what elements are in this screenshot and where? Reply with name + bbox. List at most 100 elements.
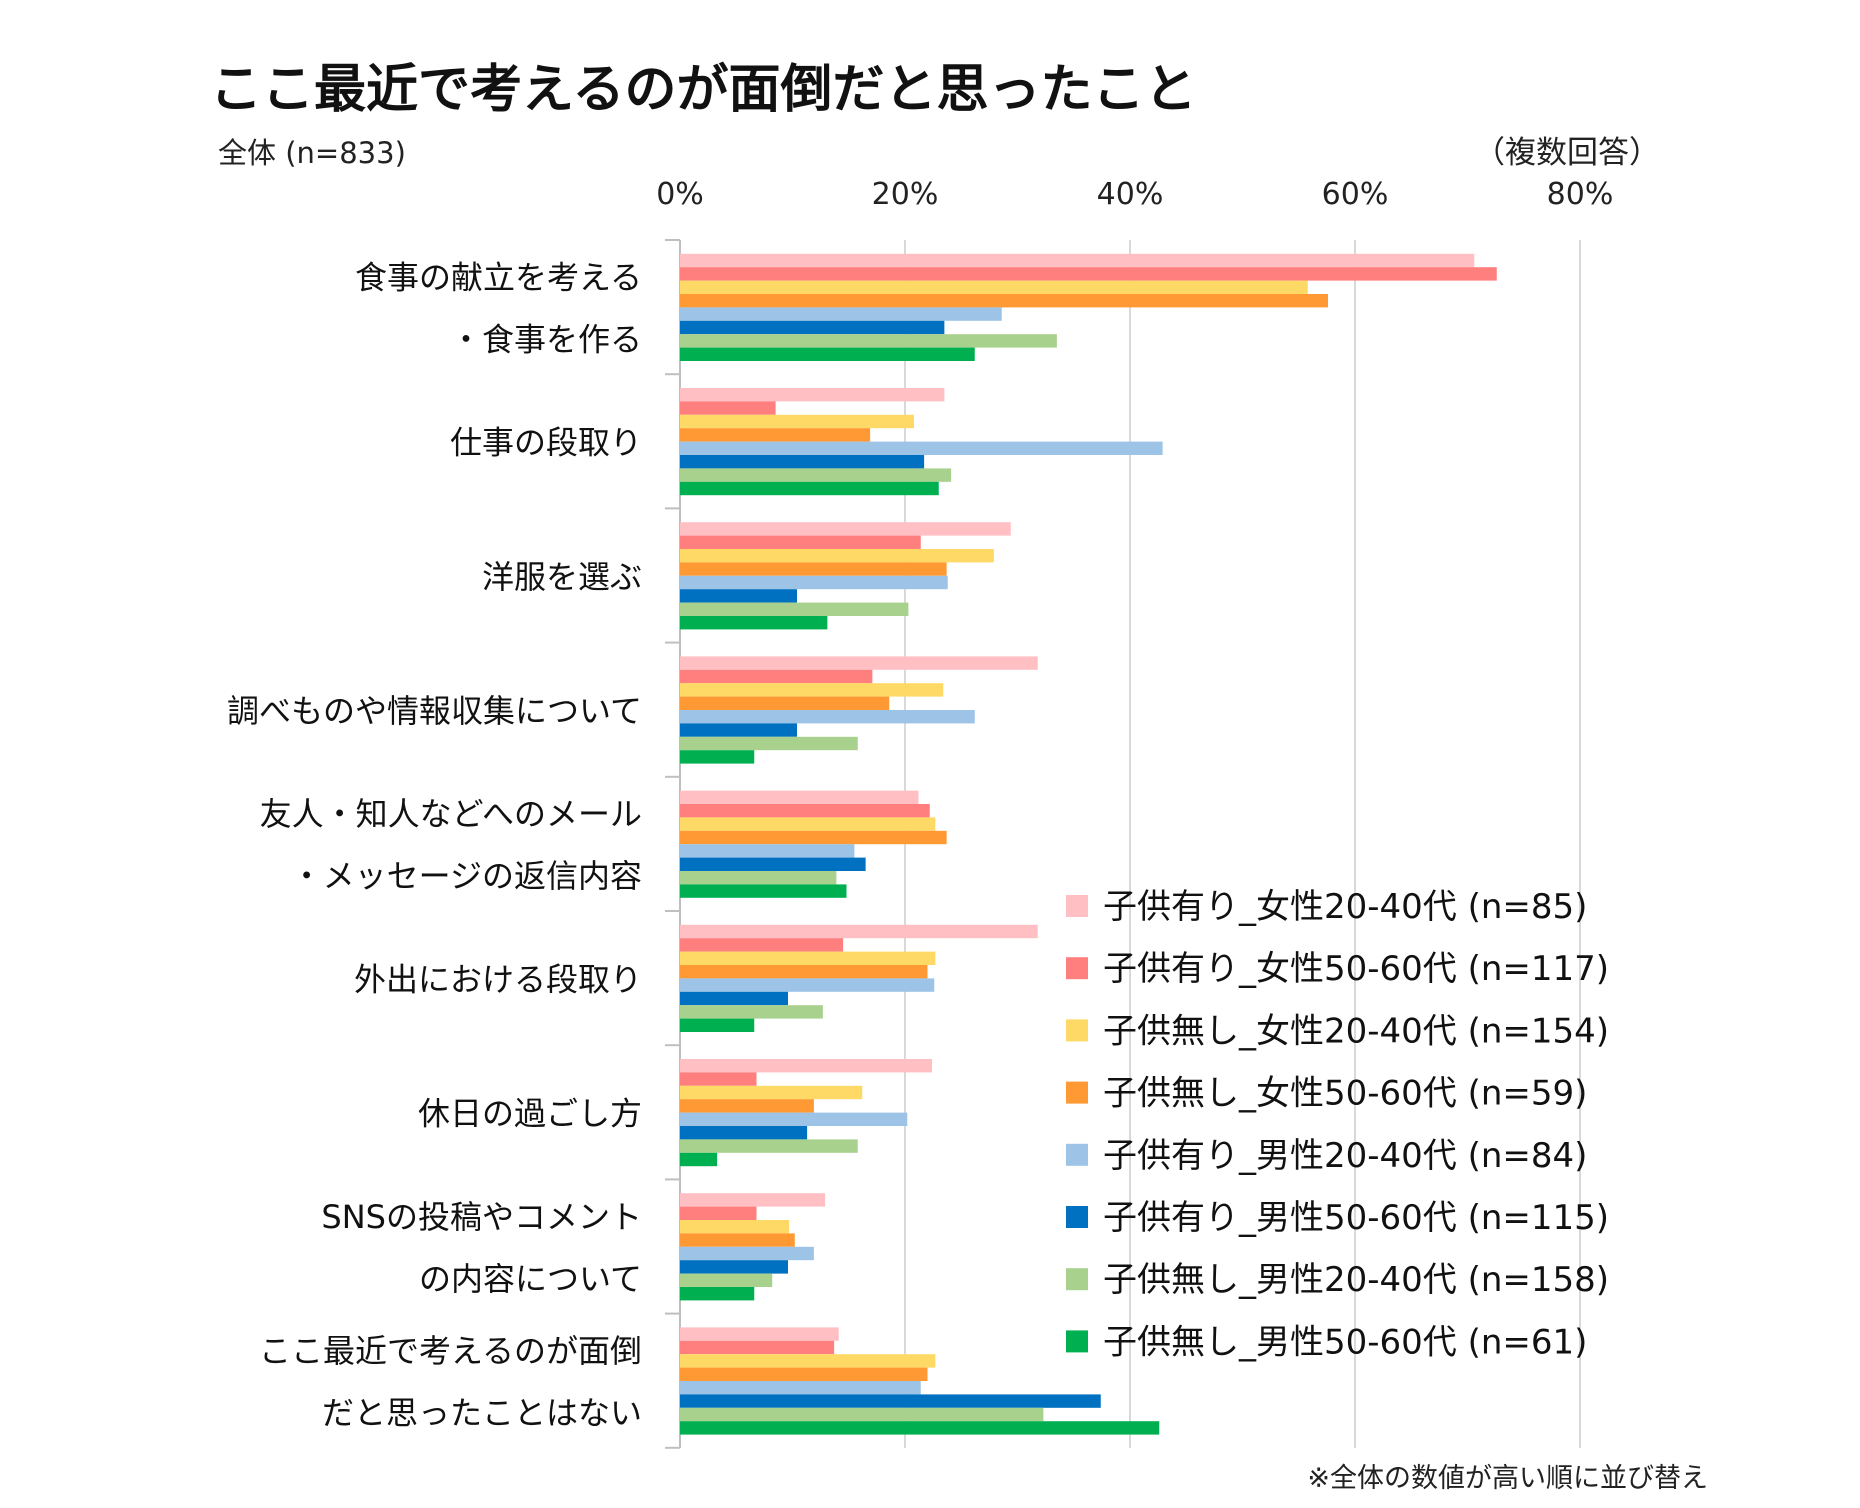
- bar-series-2-category-9: [680, 1340, 835, 1355]
- legend-label-5: 子供有り_男性20-40代 (n=84): [1103, 1136, 1587, 1176]
- bar-series-6-category-8: [680, 1260, 788, 1274]
- bar-series-8-category-1: [680, 347, 975, 361]
- category-label: 友人・知人などへのメール: [260, 795, 642, 833]
- bar-series-7-category-2: [680, 468, 952, 482]
- bar-series-5-category-5: [680, 844, 855, 858]
- legend-label-6: 子供有り_男性50-60代 (n=115): [1103, 1198, 1609, 1238]
- bar-series-4-category-8: [680, 1233, 795, 1247]
- bar-series-1-category-8: [680, 1193, 826, 1207]
- bar-series-8-category-6: [680, 1018, 755, 1032]
- bar-series-4-category-2: [680, 428, 871, 442]
- bar-series-6-category-7: [680, 1126, 808, 1140]
- bar-series-3-category-5: [680, 817, 936, 831]
- bar-series-8-category-8: [680, 1287, 755, 1301]
- category-label: SNSの投稿やコメント: [321, 1198, 642, 1236]
- bar-series-1-category-7: [680, 1059, 932, 1073]
- bar-series-7-category-6: [680, 1005, 823, 1019]
- bar-series-1-category-1: [680, 253, 1475, 268]
- category-label: 休日の過ごし方: [418, 1095, 642, 1133]
- bar-series-5-category-1: [680, 307, 1002, 321]
- bar-series-8-category-9: [680, 1421, 1160, 1435]
- x-tick-label: 60%: [1322, 177, 1389, 212]
- chart-title: ここ最近で考えるのが面倒だと思ったこと: [210, 60, 1196, 120]
- bar-series-5-category-2: [680, 441, 1163, 455]
- bar-series-5-category-3: [680, 575, 948, 590]
- bar-series-7-category-4: [680, 736, 858, 751]
- bar-series-8-category-7: [680, 1152, 718, 1167]
- bar-series-8-category-5: [680, 884, 847, 898]
- bar-series-5-category-4: [680, 710, 975, 724]
- x-tick-label: 20%: [872, 177, 939, 212]
- bar-series-1-category-2: [680, 388, 945, 402]
- x-tick-label: 80%: [1547, 177, 1614, 212]
- bar-series-1-category-6: [680, 924, 1038, 939]
- bar-series-3-category-2: [680, 414, 914, 429]
- bar-series-2-category-3: [680, 535, 921, 549]
- bar-series-2-category-8: [680, 1206, 757, 1220]
- bar-series-7-category-5: [680, 871, 837, 885]
- category-label: 仕事の段取り: [450, 424, 642, 462]
- bar-series-6-category-9: [680, 1394, 1101, 1408]
- bar-series-7-category-9: [680, 1407, 1044, 1422]
- bar-series-7-category-1: [680, 334, 1057, 348]
- bar-series-2-category-5: [680, 804, 930, 818]
- bar-series-3-category-1: [680, 280, 1308, 294]
- bar-series-2-category-1: [680, 267, 1497, 281]
- x-tick-label: 40%: [1097, 177, 1164, 212]
- bar-series-2-category-6: [680, 938, 844, 952]
- category-label: だと思ったことはない: [322, 1394, 642, 1432]
- answer-type-label: （複数回答）: [1474, 135, 1660, 171]
- bar-series-6-category-2: [680, 455, 925, 469]
- legend-swatch-2: [1066, 957, 1088, 980]
- bar-series-4-category-1: [680, 294, 1328, 308]
- chart-subtitle: 全体 (n=833): [218, 136, 406, 170]
- bar-series-6-category-5: [680, 857, 866, 871]
- bar-series-6-category-6: [680, 991, 788, 1006]
- bar-series-8-category-3: [680, 616, 828, 630]
- category-label: ・メッセージの返信内容: [291, 857, 642, 895]
- category-label: 食事の献立を考える: [355, 258, 642, 296]
- bar-series-6-category-4: [680, 723, 797, 737]
- bar-series-7-category-7: [680, 1139, 858, 1153]
- category-label: 洋服を選ぶ: [482, 558, 642, 596]
- bar-series-3-category-7: [680, 1085, 863, 1100]
- category-label: 外出における段取り: [354, 960, 642, 998]
- bar-series-2-category-4: [680, 669, 873, 684]
- bar-series-4-category-4: [680, 696, 890, 710]
- bar-series-1-category-3: [680, 522, 1011, 536]
- bar-series-1-category-5: [680, 790, 919, 804]
- category-label: ・食事を作る: [450, 320, 642, 358]
- bar-series-4-category-3: [680, 562, 947, 576]
- bar-series-4-category-9: [680, 1367, 928, 1381]
- bar-series-5-category-7: [680, 1112, 908, 1126]
- bar-series-3-category-8: [680, 1220, 790, 1234]
- legend-swatch-5: [1066, 1143, 1088, 1166]
- category-label: 調べものや情報収集について: [227, 692, 642, 730]
- bar-series-3-category-9: [680, 1354, 936, 1368]
- legend-label-7: 子供無し_男性20-40代 (n=158): [1103, 1260, 1609, 1300]
- legend-label-3: 子供無し_女性20-40代 (n=154): [1103, 1011, 1609, 1051]
- bar-series-5-category-8: [680, 1246, 814, 1261]
- bar-series-5-category-9: [680, 1381, 921, 1395]
- x-tick-label: 0%: [656, 177, 704, 212]
- legend-label-8: 子供無し_男性50-60代 (n=61): [1103, 1322, 1587, 1362]
- legend-label-2: 子供有り_女性50-60代 (n=117): [1103, 949, 1609, 989]
- category-label: の内容について: [419, 1260, 642, 1298]
- bar-series-8-category-4: [680, 750, 755, 764]
- bar-series-3-category-6: [680, 951, 936, 965]
- legend-label-4: 子供無し_女性50-60代 (n=59): [1103, 1074, 1587, 1114]
- bar-series-8-category-2: [680, 481, 939, 496]
- legend-swatch-1: [1066, 895, 1088, 917]
- legend-swatch-4: [1066, 1081, 1088, 1104]
- bar-series-3-category-4: [680, 683, 944, 697]
- legend-swatch-6: [1066, 1206, 1088, 1228]
- bar-series-7-category-8: [680, 1273, 773, 1287]
- bar-series-2-category-2: [680, 401, 776, 415]
- bar-series-3-category-3: [680, 549, 994, 563]
- bar-series-1-category-4: [680, 656, 1038, 670]
- bar-series-2-category-7: [680, 1072, 757, 1086]
- legend-swatch-7: [1066, 1268, 1088, 1291]
- bar-series-5-category-6: [680, 978, 935, 992]
- bar-series-4-category-5: [680, 830, 947, 845]
- legend-label-1: 子供有り_女性20-40代 (n=85): [1103, 887, 1587, 927]
